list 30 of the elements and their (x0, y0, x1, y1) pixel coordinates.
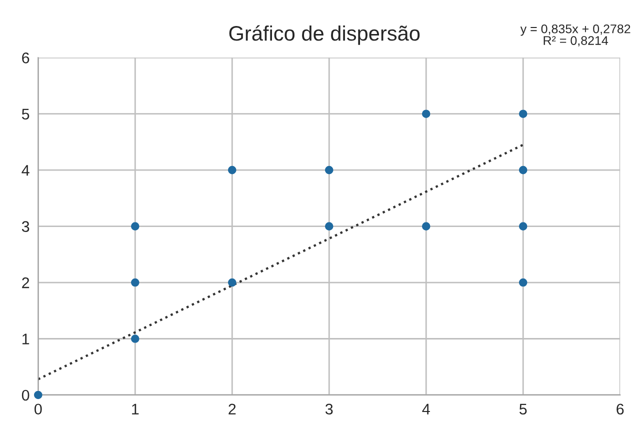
point (130, 278, 140, 287)
y-tick-label: 5 (22, 108, 30, 120)
point (228, 278, 236, 287)
x-tick-label: 3 (325, 404, 333, 415)
point (130, 334, 140, 343)
point (518, 222, 528, 230)
text: y = 0,835x + 0,2782 R² = 0,8214 (520, 24, 630, 46)
point (518, 110, 528, 118)
point (324, 166, 334, 174)
x-tick-label: 0 (34, 404, 42, 415)
point (422, 110, 430, 118)
point (422, 222, 430, 230)
x-tick-label: 1 (132, 404, 139, 414)
x-tick-label: 2 (228, 404, 236, 414)
point (324, 222, 334, 230)
x-tick-label: 4 (422, 404, 430, 414)
point (228, 166, 236, 174)
y-tick-label: 1 (22, 334, 30, 344)
y-tick-label: 4 (22, 165, 30, 176)
chart-title: Gráfico de dispersão (229, 25, 420, 45)
y-tick-label: 6 (22, 52, 30, 64)
point (518, 278, 528, 287)
point (518, 166, 528, 174)
point (34, 390, 42, 400)
y-tick-label: 2 (22, 277, 30, 288)
y-tick-label: 3 (22, 221, 30, 232)
y-tick-label: 0 (22, 390, 30, 401)
x-tick-label: 6 (616, 404, 624, 415)
point (130, 222, 140, 230)
x-tick-label: 5 (519, 404, 527, 415)
